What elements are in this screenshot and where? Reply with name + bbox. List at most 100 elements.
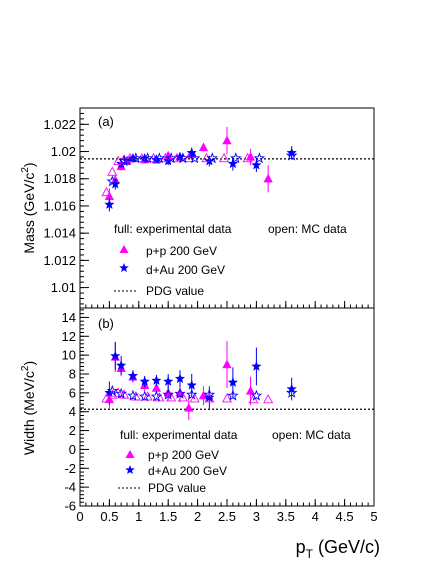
mass-point-dau-mc	[165, 152, 177, 164]
mass-legend-full: full: experimental data	[114, 222, 232, 236]
mass-ytick-label: 1.012	[43, 253, 76, 268]
panel-width-label: (b)	[98, 316, 114, 331]
width-point-dau-data	[115, 359, 127, 370]
mass-legend-dau: d+Au 200 GeV	[146, 263, 225, 277]
mass-legend-open: open: MC data	[268, 222, 347, 236]
mass-point-dau-mc	[153, 152, 166, 164]
width-ylabel-main: Width (MeV/c	[21, 371, 37, 455]
panel-mass-marks	[101, 127, 298, 212]
width-point-dau-data	[151, 375, 162, 386]
width-point-dau-data	[174, 373, 186, 384]
x-tick-label: 3	[253, 509, 260, 524]
mass-point-dau-data	[110, 178, 121, 189]
mass-point-dau-mc	[188, 152, 201, 164]
mass-point-dau-mc	[130, 152, 142, 164]
x-tick-label: 5	[370, 509, 377, 524]
width-point-dau-mc	[127, 389, 139, 401]
width-point-pp-mc	[189, 393, 200, 403]
mass-point-dau-data	[286, 147, 297, 158]
mass-legend-dau-marker	[119, 263, 129, 273]
width-ytick-label: 4	[69, 404, 76, 419]
x-label-sub: T	[306, 547, 314, 561]
x-tick-labels: 0 0.5 1 1.5 2 2.5 3 3.5 4 4.5 5	[76, 509, 377, 524]
width-point-pp-data	[184, 402, 194, 412]
x-tick-label: 4	[312, 509, 319, 524]
width-point-dau-data	[186, 379, 197, 390]
mass-legend-pp: p+p 200 GeV	[146, 244, 217, 258]
x-tick-label: 2	[194, 509, 201, 524]
width-point-dau-mc	[115, 387, 127, 399]
mass-point-dau-data	[251, 159, 262, 170]
width-point-dau-data	[162, 376, 174, 387]
width-point-dau-mc	[150, 390, 163, 402]
width-ytick-label: -2	[64, 461, 76, 476]
panel-mass-legend: full: experimental data open: MC data p+…	[114, 222, 347, 298]
mass-point-dau-mc	[118, 154, 130, 166]
mass-ytick-label: 1.01	[51, 280, 76, 295]
x-tick-label: 3.5	[277, 509, 295, 524]
width-point-dau-mc	[106, 384, 119, 396]
x-tick-label: 1	[135, 509, 142, 524]
panel-width-marks	[101, 341, 298, 421]
width-ytick-label: 8	[69, 367, 76, 382]
x-axis-label: pT (GeV/c)	[296, 537, 380, 561]
width-point-dau-data	[227, 376, 239, 387]
mass-ytick-label: 1.016	[43, 198, 76, 213]
mass-point-dau-mc	[206, 152, 219, 164]
mass-point-pp-mc	[242, 152, 253, 163]
width-point-pp-mc	[177, 392, 188, 402]
panel-mass-axes: 1.01 1.012 1.014 1.016 1.018 1.02 1.022	[43, 107, 375, 308]
x-tick-label: 0	[76, 509, 83, 524]
width-ytick-label: -4	[64, 480, 76, 495]
x-label-unit: (GeV/c)	[313, 537, 380, 557]
width-ytick-label: 0	[69, 442, 76, 457]
mass-point-dau-mc	[177, 152, 189, 164]
panel-mass-label: (a)	[98, 114, 114, 129]
mass-point-pp-mc	[101, 186, 112, 197]
mass-point-pp-mc	[219, 152, 230, 163]
width-point-dau-data	[127, 370, 139, 381]
width-legend-dau-marker	[125, 465, 135, 475]
panel-mass-ylabel: Mass (GeV/c2)	[20, 162, 37, 253]
mass-point-pp-mc	[107, 166, 118, 176]
width-ytick-label: 2	[69, 423, 76, 438]
width-point-pp-data	[198, 390, 209, 400]
mass-point-pp-data	[222, 135, 232, 145]
mass-point-dau-mc	[230, 152, 242, 164]
width-point-pp-mc	[248, 394, 259, 404]
width-legend-pp-marker	[125, 450, 135, 458]
width-legend-pdg: PDG value	[148, 481, 206, 495]
x-tick-label: 0.5	[100, 509, 118, 524]
width-ytick-label: -6	[64, 499, 76, 514]
mass-legend-pp-marker	[119, 245, 129, 253]
width-legend-pp: p+p 200 GeV	[148, 448, 219, 462]
mass-point-dau-mc	[285, 149, 298, 161]
mass-ytick-label: 1.018	[43, 171, 76, 186]
mass-point-dau-mc	[141, 152, 154, 164]
width-point-pp-data	[222, 359, 232, 369]
width-point-dau-mc	[162, 388, 174, 400]
mass-ytick-label: 1.014	[43, 226, 76, 241]
mass-ylabel-sup: 2	[20, 167, 31, 173]
width-ytick-label: 6	[69, 385, 76, 400]
panel-width-legend: full: experimental data open: MC data p+…	[118, 428, 351, 495]
width-ytick-label: 10	[62, 348, 76, 363]
panel-width-axes: -6 -4 -2 0 2 4 6 8 10 12 14	[62, 309, 375, 514]
width-ytick-label: 12	[62, 329, 76, 344]
panel-width-ylabel: Width (MeV/c2)	[20, 361, 37, 455]
width-point-pp-mc	[263, 394, 274, 404]
mass-point-pp-data	[198, 142, 209, 152]
mass-ytick-label: 1.022	[43, 117, 76, 132]
mass-point-dau-data	[186, 147, 197, 158]
mass-point-dau-mc	[106, 175, 119, 187]
width-point-dau-data	[139, 376, 150, 387]
width-point-dau-mc	[285, 386, 298, 398]
x-tick-label: 2.5	[218, 509, 236, 524]
width-legend-full: full: experimental data	[120, 428, 238, 442]
x-tick-label: 4.5	[336, 509, 354, 524]
x-label-main: p	[296, 537, 306, 557]
mass-point-dau-data	[162, 155, 174, 166]
width-point-dau-mc	[174, 387, 186, 399]
width-legend-dau: d+Au 200 GeV	[148, 464, 227, 478]
